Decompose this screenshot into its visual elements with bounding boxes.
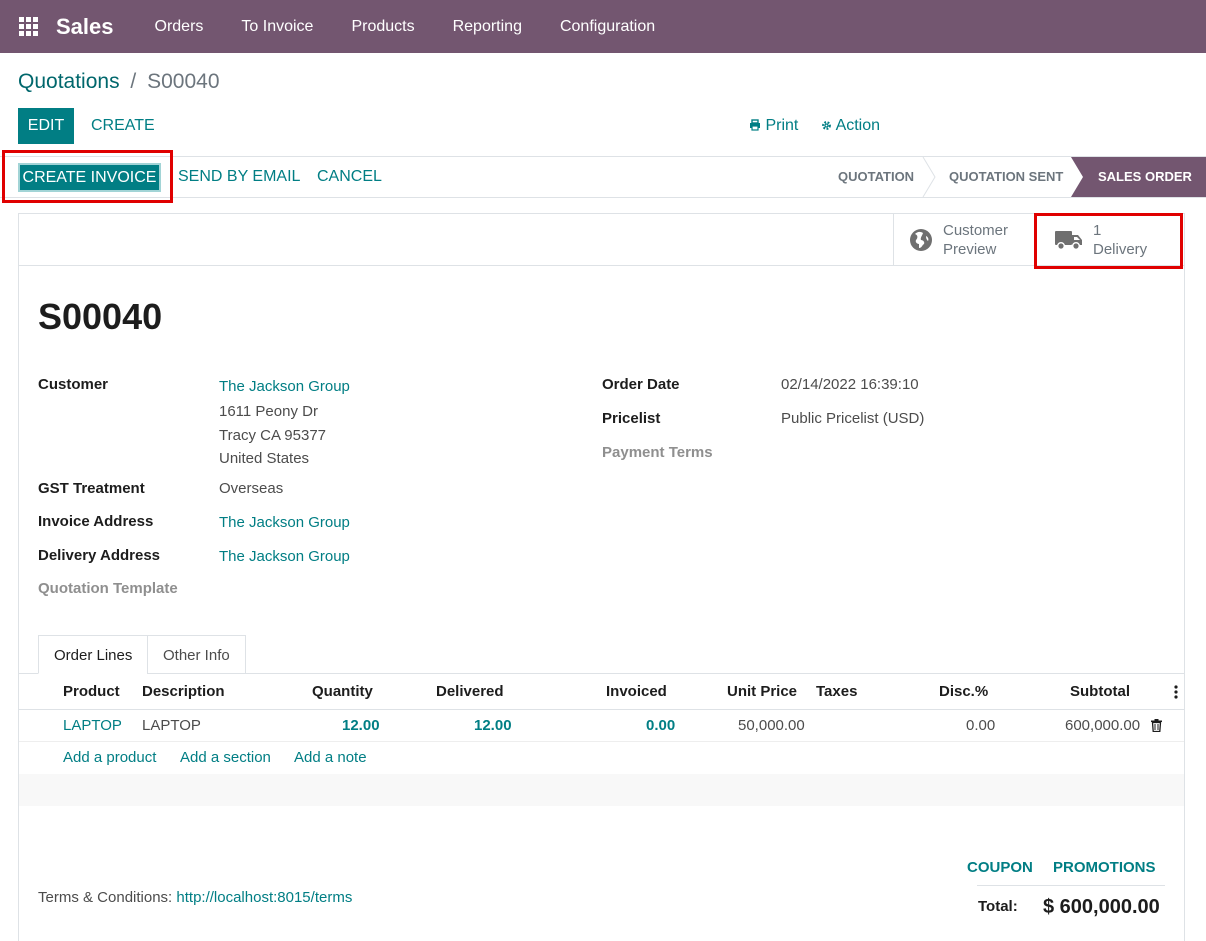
- customer-address-line2: Tracy CA 95377: [219, 427, 326, 444]
- customer-preview-button[interactable]: Customer Preview: [893, 214, 1035, 266]
- optional-columns-icon[interactable]: [1174, 685, 1178, 699]
- col-quantity[interactable]: Quantity: [312, 683, 373, 700]
- table-row[interactable]: [19, 710, 1184, 742]
- row-subtotal: 600,000.00: [1065, 717, 1141, 734]
- nav-orders[interactable]: Orders: [154, 18, 204, 35]
- customer-preview-line2: Preview: [943, 241, 997, 258]
- row-unit-price[interactable]: 50,000.00: [738, 717, 805, 734]
- row-disc[interactable]: 0.00: [966, 717, 996, 734]
- apps-menu-icon[interactable]: [0, 0, 56, 53]
- app-brand[interactable]: Sales: [56, 13, 114, 39]
- order-date-label: Order Date: [602, 376, 680, 393]
- quotation-template-label: Quotation Template: [38, 580, 178, 597]
- pricelist-value: Public Pricelist (USD): [781, 410, 925, 427]
- tab-other-info[interactable]: Other Info: [147, 635, 246, 674]
- customer-preview-line1: Customer: [943, 222, 1009, 239]
- pricelist-label: Pricelist: [602, 410, 661, 427]
- col-delivered[interactable]: Delivered: [436, 683, 504, 700]
- row-description[interactable]: LAPTOP: [142, 717, 201, 734]
- nav-to-invoice[interactable]: To Invoice: [241, 18, 314, 35]
- tab-order-lines[interactable]: Order Lines: [38, 635, 149, 674]
- cancel-button[interactable]: CANCEL: [317, 168, 382, 185]
- breadcrumb-quotations[interactable]: Quotations: [18, 70, 120, 93]
- order-date-value: 02/14/2022 16:39:10: [781, 376, 919, 393]
- print-button[interactable]: Print: [749, 108, 798, 144]
- truck-icon: [1055, 231, 1082, 250]
- table-header-line: [19, 709, 1184, 710]
- col-disc[interactable]: Disc.%: [939, 683, 989, 700]
- col-taxes[interactable]: Taxes: [816, 683, 858, 700]
- customer-label: Customer: [38, 376, 109, 393]
- col-product[interactable]: Product: [63, 683, 120, 700]
- payment-terms-label: Payment Terms: [602, 444, 713, 461]
- delivery-highlight: [1034, 213, 1183, 269]
- customer-address-line3: United States: [219, 450, 310, 467]
- terms-link[interactable]: http://localhost:8015/terms: [176, 889, 353, 906]
- trash-icon[interactable]: [1151, 719, 1162, 732]
- stage-quotation-sent[interactable]: QUOTATION SENT: [949, 169, 1064, 184]
- row-quantity[interactable]: 12.00: [342, 717, 380, 734]
- add-note-link[interactable]: Add a note: [294, 749, 367, 766]
- gear-icon: [822, 121, 831, 130]
- add-section-link[interactable]: Add a section: [180, 749, 271, 766]
- invoice-address-label: Invoice Address: [38, 513, 154, 530]
- create-button[interactable]: CREATE: [91, 117, 155, 134]
- breadcrumb-current: S00040: [147, 70, 220, 93]
- col-description[interactable]: Description: [142, 683, 225, 700]
- gst-treatment-value: Overseas: [219, 480, 284, 497]
- col-unit-price[interactable]: Unit Price: [727, 683, 798, 700]
- breadcrumb: Quotations / S00040: [18, 70, 220, 94]
- delivery-count: 1: [1093, 222, 1102, 239]
- stage-quotation[interactable]: QUOTATION: [838, 169, 915, 184]
- gst-treatment-label: GST Treatment: [38, 480, 145, 497]
- total-divider: [977, 885, 1165, 886]
- action-button[interactable]: Action: [821, 108, 880, 144]
- invoice-address-link[interactable]: The Jackson Group: [219, 514, 350, 531]
- delivery-button[interactable]: 1 Delivery: [1035, 214, 1184, 266]
- total-value: $ 600,000.00: [1043, 896, 1160, 918]
- terms-conditions: Terms & Conditions: http://localhost:801…: [38, 889, 352, 906]
- add-product-link[interactable]: Add a product: [63, 749, 157, 766]
- customer-link[interactable]: The Jackson Group: [219, 378, 350, 395]
- statusbar: [0, 156, 1206, 198]
- top-navbar: Sales Orders To Invoice Products Reporti…: [0, 0, 1206, 53]
- record-title: S00040: [38, 296, 163, 337]
- create-invoice-button[interactable]: CREATE INVOICE: [18, 163, 161, 192]
- globe-icon: [910, 229, 932, 251]
- nav-configuration[interactable]: Configuration: [559, 18, 656, 35]
- row-delivered[interactable]: 12.00: [474, 717, 512, 734]
- total-label: Total:: [978, 898, 1018, 915]
- print-icon: [750, 119, 760, 131]
- table-empty-row: [19, 774, 1184, 806]
- action-label: Action: [835, 117, 881, 134]
- row-invoiced: 0.00: [646, 717, 676, 734]
- col-invoiced[interactable]: Invoiced: [606, 683, 667, 700]
- print-label: Print: [765, 117, 799, 134]
- coupon-button[interactable]: COUPON: [967, 859, 1033, 876]
- delivery-label: Delivery: [1093, 241, 1148, 258]
- delivery-address-link[interactable]: The Jackson Group: [219, 548, 350, 565]
- promotions-button[interactable]: PROMOTIONS: [1053, 859, 1156, 876]
- send-by-email-button[interactable]: SEND BY EMAIL: [178, 168, 301, 185]
- terms-label: Terms & Conditions:: [38, 889, 173, 906]
- stage-sales-order[interactable]: SALES ORDER: [1087, 157, 1206, 197]
- form-sheet: Customer Preview 1 Delivery: [18, 213, 1185, 941]
- row-product[interactable]: LAPTOP: [63, 717, 122, 734]
- breadcrumb-separator: /: [130, 70, 137, 93]
- nav-products[interactable]: Products: [351, 18, 415, 35]
- tabs-baseline: [19, 673, 1184, 674]
- customer-address-line1: 1611 Peony Dr: [219, 403, 318, 420]
- nav-reporting[interactable]: Reporting: [452, 18, 522, 35]
- delivery-address-label: Delivery Address: [38, 547, 161, 564]
- col-subtotal[interactable]: Subtotal: [1070, 683, 1130, 700]
- smart-button-box: Customer Preview 1 Delivery: [19, 214, 1184, 266]
- stage-arrow: [922, 157, 936, 197]
- create-invoice-highlight: [2, 150, 173, 203]
- stage-arrow-active: [1071, 157, 1087, 197]
- edit-button[interactable]: EDIT: [18, 108, 74, 144]
